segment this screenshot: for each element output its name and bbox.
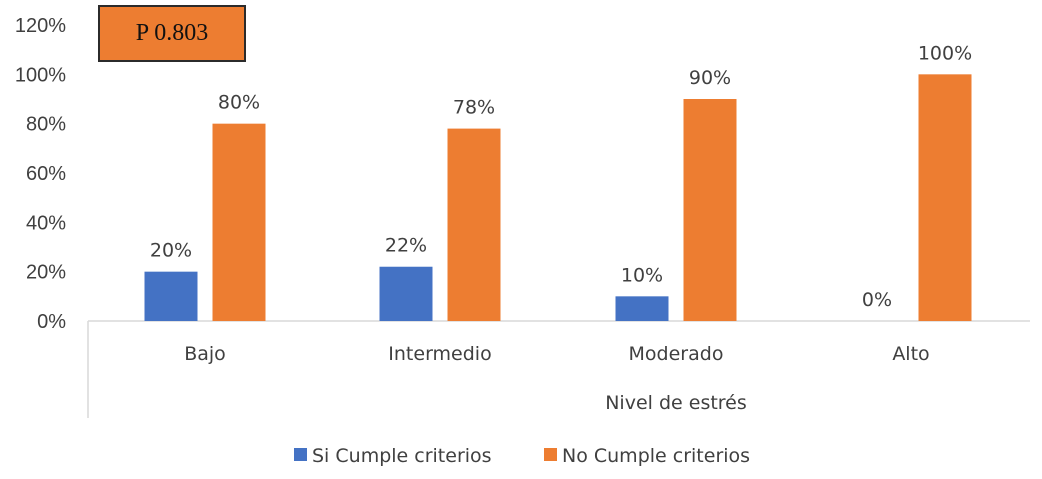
bar bbox=[615, 296, 669, 321]
y-axis-ticks: 0% 20% 40% 60% 80% 100% 120% bbox=[15, 15, 66, 333]
bar bbox=[212, 123, 266, 322]
data-label: 100% bbox=[918, 42, 972, 64]
bar bbox=[918, 74, 972, 321]
legend: Si Cumple criterios No Cumple criterios bbox=[294, 445, 750, 467]
legend-swatch bbox=[294, 448, 307, 461]
y-tick-label: 100% bbox=[15, 64, 66, 86]
bar bbox=[447, 128, 501, 321]
y-tick-label: 120% bbox=[15, 15, 66, 37]
data-label: 0% bbox=[862, 289, 892, 311]
category-labels: Bajo Intermedio Moderado Alto bbox=[184, 343, 929, 365]
data-label: 10% bbox=[621, 264, 663, 286]
category-label: Alto bbox=[892, 343, 929, 365]
legend-swatch bbox=[544, 448, 557, 461]
data-label: 22% bbox=[385, 235, 427, 257]
bars bbox=[144, 74, 972, 322]
bar bbox=[683, 99, 737, 321]
y-tick-label: 40% bbox=[26, 212, 66, 234]
category-label: Bajo bbox=[184, 343, 226, 365]
category-label: Intermedio bbox=[388, 343, 491, 365]
bar bbox=[379, 266, 433, 321]
data-label: 90% bbox=[689, 67, 731, 89]
y-tick-label: 20% bbox=[26, 262, 66, 284]
x-axis-title: Nivel de estrés bbox=[605, 392, 747, 414]
data-labels: 20% 22% 10% 0% 80% 78% 90% 100% bbox=[150, 42, 972, 311]
data-label: 20% bbox=[150, 240, 192, 262]
data-label: 78% bbox=[453, 97, 495, 119]
legend-label: No Cumple criterios bbox=[562, 445, 750, 467]
data-label: 80% bbox=[218, 92, 260, 114]
y-tick-label: 80% bbox=[26, 114, 66, 136]
category-label: Moderado bbox=[629, 343, 724, 365]
y-tick-label: 0% bbox=[37, 311, 66, 333]
p-value-text: P 0.803 bbox=[135, 20, 209, 46]
bar bbox=[144, 271, 198, 321]
p-value-box: P 0.803 bbox=[98, 5, 246, 62]
legend-label: Si Cumple criterios bbox=[312, 445, 492, 467]
y-tick-label: 60% bbox=[26, 163, 66, 185]
